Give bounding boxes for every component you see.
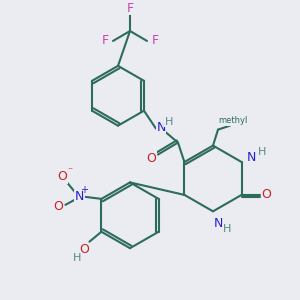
Text: methyl: methyl — [218, 116, 248, 125]
Text: N: N — [75, 190, 84, 203]
Text: +: + — [80, 185, 88, 195]
Text: O: O — [58, 170, 68, 184]
Text: ⁻: ⁻ — [67, 166, 72, 176]
Text: N: N — [213, 217, 223, 230]
Text: H: H — [73, 253, 82, 263]
Text: O: O — [80, 243, 89, 256]
Text: N: N — [247, 151, 256, 164]
Text: H: H — [257, 147, 266, 157]
Text: F: F — [101, 34, 109, 47]
Text: O: O — [146, 152, 156, 165]
Text: O: O — [262, 188, 272, 201]
Text: H: H — [223, 224, 231, 234]
Text: H: H — [165, 117, 173, 127]
Text: N: N — [156, 121, 166, 134]
Text: F: F — [126, 2, 134, 15]
Text: O: O — [53, 200, 63, 213]
Text: F: F — [152, 34, 159, 47]
